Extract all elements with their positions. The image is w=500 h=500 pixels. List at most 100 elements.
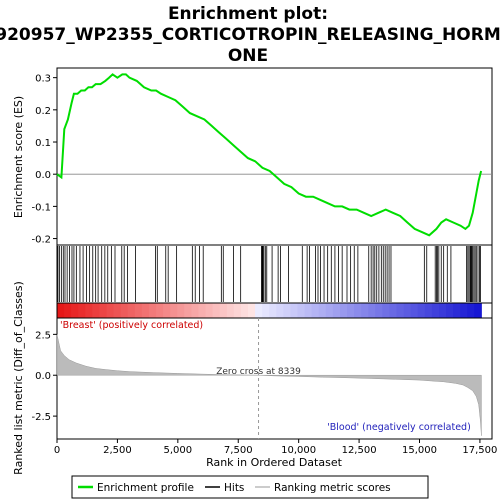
color-bar-segment	[467, 303, 475, 318]
color-bar-segment	[276, 303, 284, 318]
color-bar-segment	[382, 303, 390, 318]
x-tick-label: 12,500	[342, 445, 377, 456]
color-bar-segment	[57, 303, 65, 318]
chart-title-line3: ONE	[228, 46, 268, 66]
color-bar-segment	[474, 303, 482, 318]
x-tick-label: 7,500	[224, 445, 253, 456]
metric-y-tick-label: 0.0	[35, 371, 51, 382]
color-bar-segment	[375, 303, 383, 318]
color-bar-segment	[283, 303, 291, 318]
x-tick-label: 2,500	[103, 445, 132, 456]
color-bar-segment	[325, 303, 334, 318]
chart-title-line1: Enrichment plot:	[168, 4, 328, 24]
negative-class-label: 'Blood' (negatively correlated)	[327, 422, 471, 433]
es-y-tick-label: 0.3	[35, 74, 51, 85]
color-bar-segment	[396, 303, 405, 318]
color-bar-segment	[163, 303, 171, 318]
correlation-color-bar	[57, 303, 482, 318]
color-bar-segment	[113, 303, 122, 318]
color-bar-segment	[106, 303, 115, 318]
x-tick-label: 10,000	[281, 445, 316, 456]
metric-y-axis-label: Ranked list metric (Diff_of_Classes)	[12, 281, 25, 475]
color-bar-segment	[354, 303, 362, 318]
color-bar-segment	[255, 303, 263, 318]
color-bar-segment	[417, 303, 426, 318]
color-bar-segment	[460, 303, 468, 318]
color-bar-segment	[212, 303, 221, 318]
legend-hits-label: Hits	[224, 482, 244, 494]
color-bar-segment	[240, 303, 249, 318]
color-bar-segment	[156, 303, 164, 318]
color-bar-segment	[127, 303, 136, 318]
chart-title-line2: 920957_WP2355_CORTICOTROPIN_RELEASING_HO…	[0, 25, 500, 45]
es-y-tick-label: -0.1	[31, 202, 51, 213]
color-bar-segment	[191, 303, 199, 318]
es-curve-line	[56, 73, 483, 237]
color-bar-segment	[134, 303, 143, 318]
color-bar-segment	[389, 303, 397, 318]
x-tick-label: 5,000	[164, 445, 193, 456]
es-y-axis-label: Enrichment score (ES)	[12, 96, 25, 218]
hits-marks	[57, 246, 481, 302]
zero-cross-label: Zero cross at 8339	[216, 367, 301, 377]
color-bar-segment	[120, 303, 129, 318]
color-bar-segment	[318, 303, 327, 318]
es-y-axis: -0.2 -0.1 0.0 0.1 0.2 0.3	[31, 74, 57, 246]
color-bar-segment	[332, 303, 341, 318]
color-bar-segment	[226, 303, 235, 318]
color-bar-segment	[346, 303, 355, 318]
legend-ranking-label: Ranking metric scores	[274, 482, 391, 494]
es-y-tick-label: 0.0	[35, 170, 51, 181]
color-bar-segment	[148, 303, 157, 318]
es-y-tick-label: 0.1	[35, 138, 51, 149]
color-bar-segment	[304, 303, 313, 318]
color-bar-segment	[184, 303, 192, 318]
legend-box	[71, 475, 429, 499]
color-bar-segment	[92, 303, 100, 318]
color-bar-segment	[64, 303, 72, 318]
color-bar-segment	[233, 303, 242, 318]
color-bar-segment	[438, 303, 447, 318]
color-bar-segment	[85, 303, 93, 318]
color-bar-segment	[177, 303, 185, 318]
es-panel-frame	[56, 67, 493, 246]
hits-panel-frame	[56, 244, 493, 304]
x-tick-label: 15,000	[402, 445, 437, 456]
color-bar-segment	[141, 303, 150, 318]
color-bar-segment	[403, 303, 412, 318]
color-bar-segment	[446, 303, 454, 318]
x-tick-label: 17,500	[462, 445, 497, 456]
ranking-metric-area	[56, 334, 482, 436]
color-bar-segment	[269, 303, 277, 318]
legend-enrichment-label: Enrichment profile	[97, 482, 194, 494]
color-bar-segment	[219, 303, 228, 318]
color-bar-segment	[170, 303, 178, 318]
metric-y-tick-label: 2.5	[35, 330, 51, 341]
color-bar-segment	[431, 303, 440, 318]
color-bar-segment	[361, 303, 369, 318]
color-bar-segment	[262, 303, 270, 318]
color-bar-segment	[198, 303, 207, 318]
metric-y-axis: -2.5 0.0 2.5	[31, 330, 57, 423]
color-bar-segment	[78, 303, 86, 318]
color-bar-segment	[99, 303, 108, 318]
color-bar-segment	[410, 303, 419, 318]
color-bar-segment	[297, 303, 306, 318]
color-bar-segment	[368, 303, 376, 318]
color-bar-segment	[71, 303, 79, 318]
x-tick-label: 0	[54, 445, 60, 456]
color-bar-segment	[247, 303, 256, 318]
color-bar-segment	[290, 303, 298, 318]
es-y-tick-label: 0.2	[35, 106, 51, 117]
positive-class-label: 'Breast' (positively correlated)	[60, 320, 203, 331]
x-axis: 0 2,500 5,000 7,500 10,000 12,500 15,000 17,500	[54, 439, 497, 456]
x-axis-label: Rank in Ordered Dataset	[206, 456, 343, 469]
metric-y-tick-label: -2.5	[31, 412, 51, 423]
color-bar-segment	[424, 303, 433, 318]
color-bar-segment	[311, 303, 320, 318]
color-bar-segment	[339, 303, 348, 318]
es-y-tick-label: -0.2	[31, 235, 51, 246]
color-bar-segment	[205, 303, 214, 318]
color-bar-segment	[453, 303, 461, 318]
